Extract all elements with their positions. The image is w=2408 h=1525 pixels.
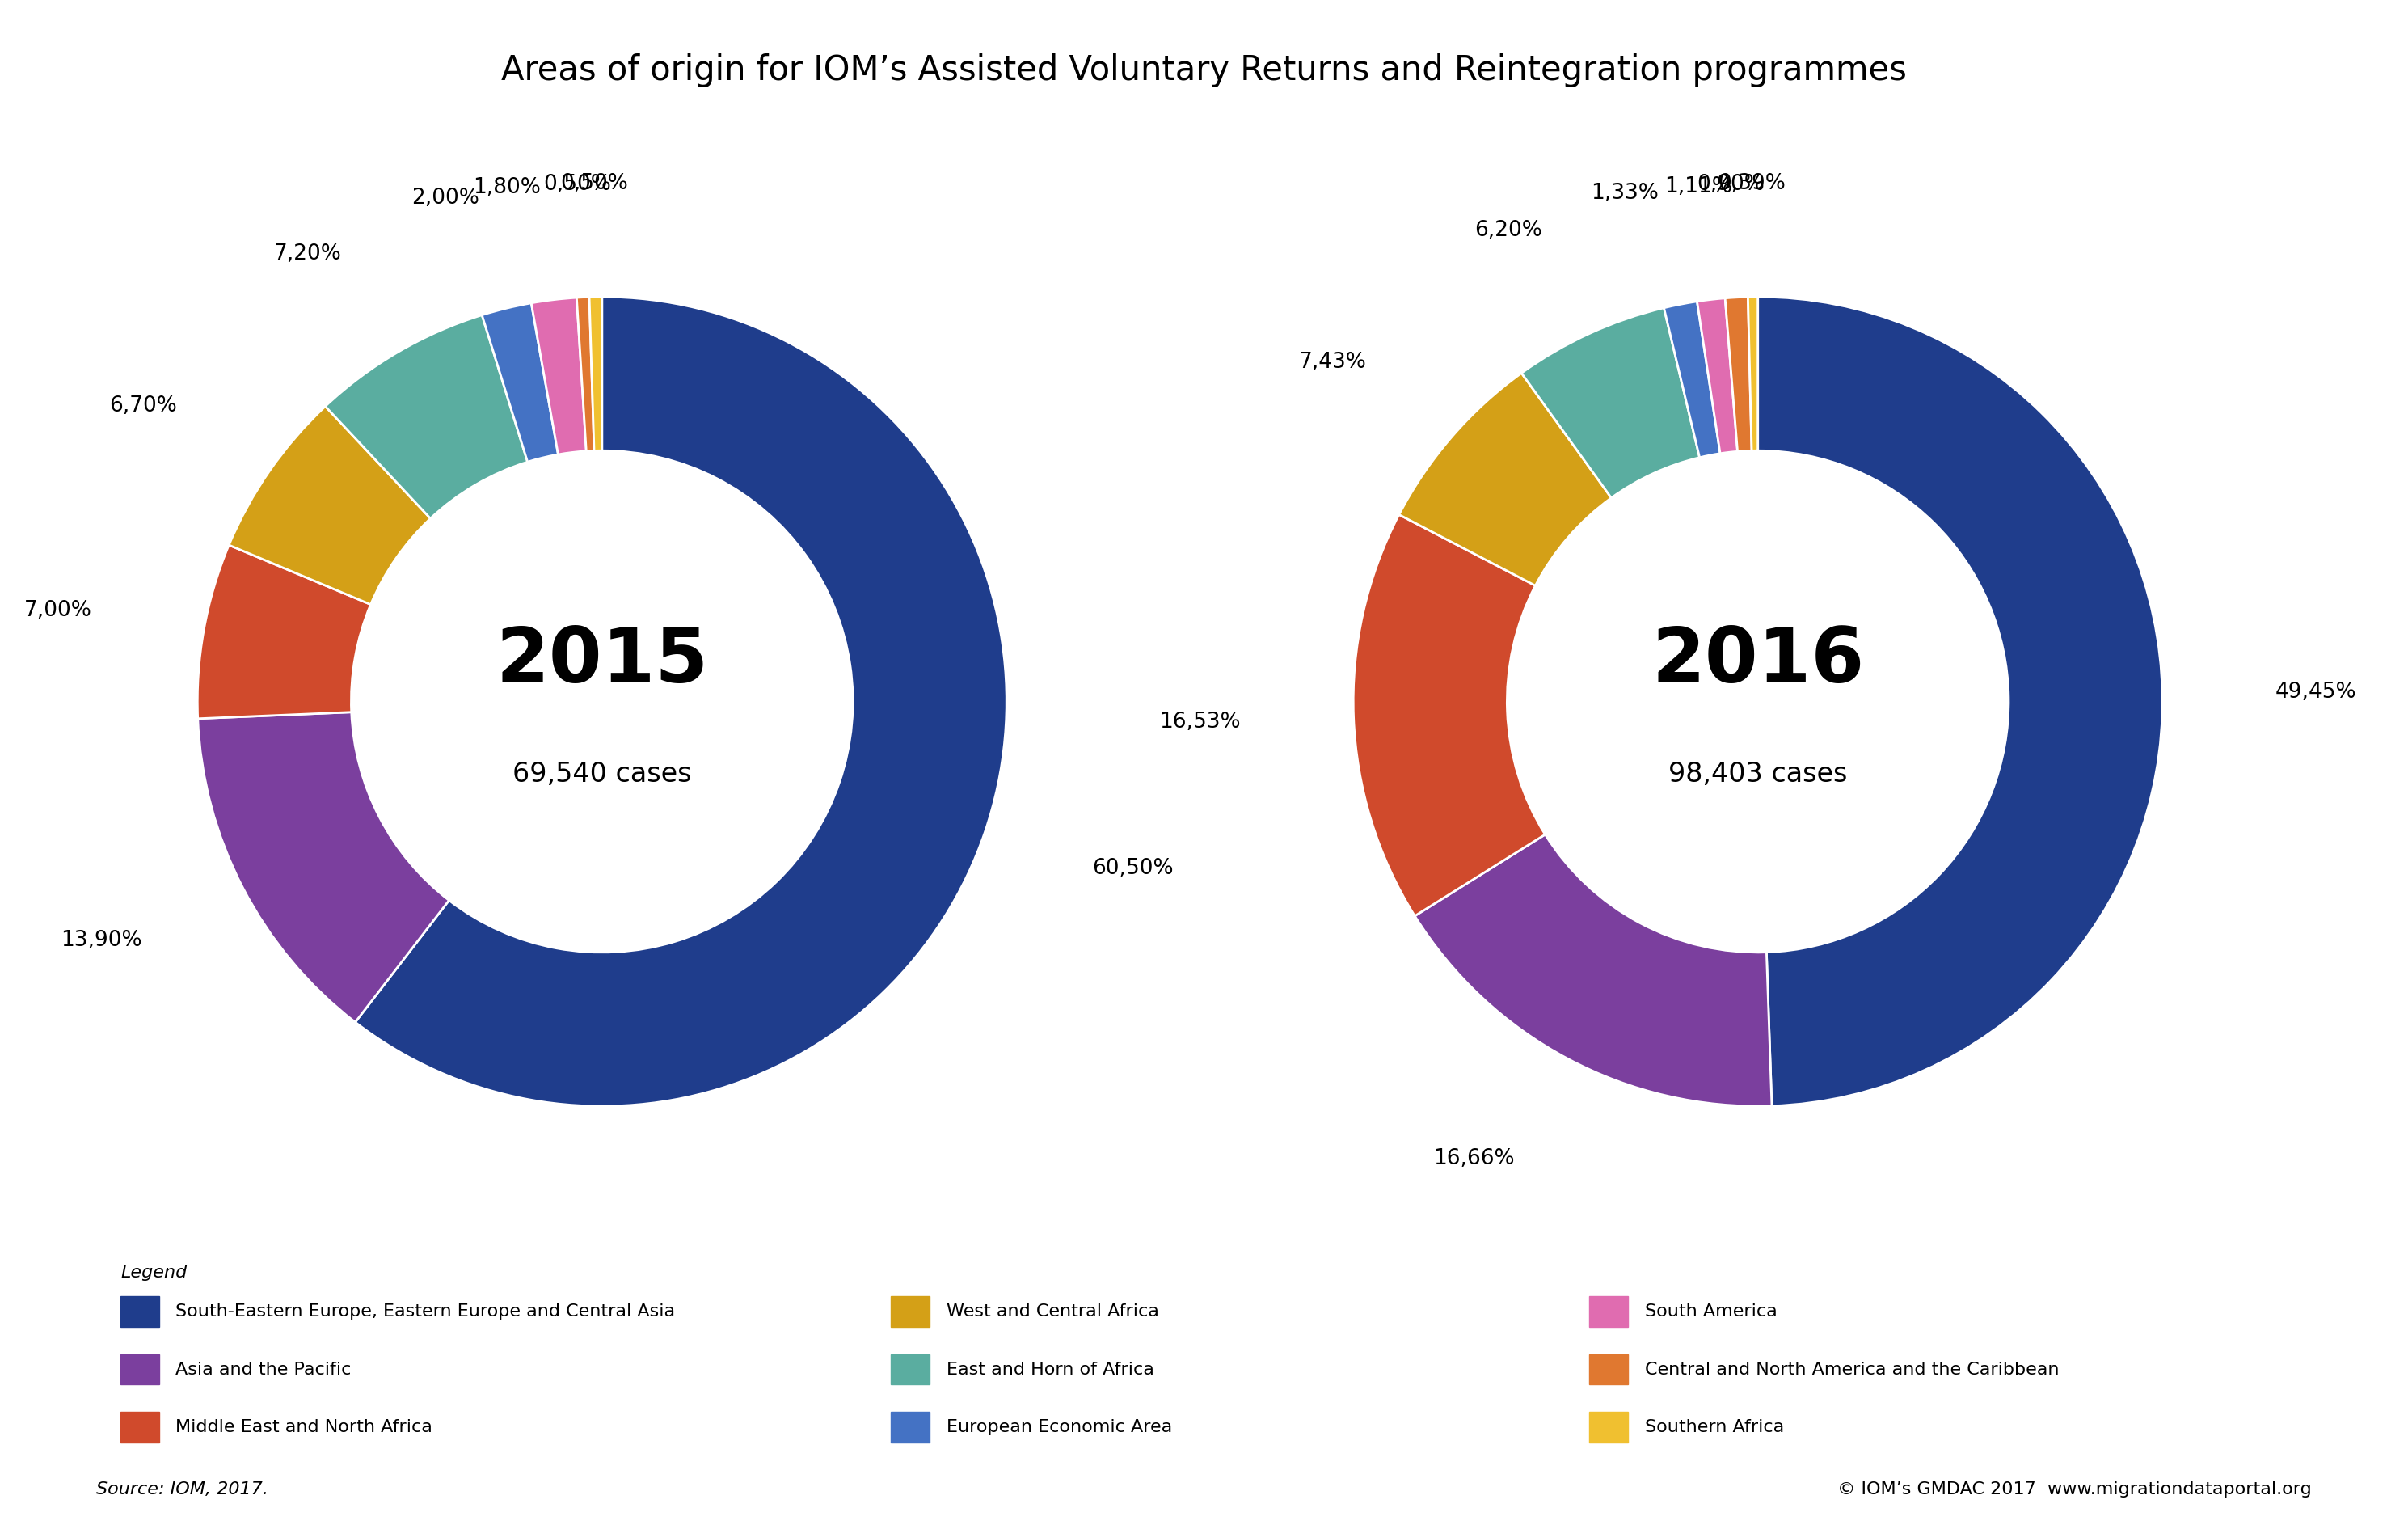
- Wedge shape: [590, 297, 602, 451]
- Wedge shape: [1522, 308, 1700, 497]
- Text: 69,540 cases: 69,540 cases: [513, 761, 691, 788]
- Wedge shape: [1353, 514, 1546, 917]
- Wedge shape: [325, 316, 527, 518]
- Wedge shape: [1748, 297, 1758, 451]
- Text: 2,00%: 2,00%: [412, 188, 479, 209]
- Text: 0,39%: 0,39%: [1717, 172, 1784, 194]
- Text: 60,50%: 60,50%: [1093, 859, 1173, 878]
- Text: 6,70%: 6,70%: [108, 395, 176, 416]
- Text: Areas of origin for IOM’s Assisted Voluntary Returns and Reintegration programme: Areas of origin for IOM’s Assisted Volun…: [501, 53, 1907, 87]
- Text: 0,50%: 0,50%: [544, 174, 612, 195]
- Text: 98,403 cases: 98,403 cases: [1669, 761, 1847, 788]
- Text: 16,66%: 16,66%: [1433, 1148, 1515, 1170]
- Wedge shape: [532, 297, 585, 454]
- Text: South America: South America: [1645, 1304, 1777, 1319]
- Text: 2016: 2016: [1652, 624, 1864, 698]
- Text: Southern Africa: Southern Africa: [1645, 1420, 1784, 1435]
- Wedge shape: [482, 303, 559, 462]
- Text: 13,90%: 13,90%: [60, 930, 142, 950]
- Text: 49,45%: 49,45%: [2276, 682, 2357, 703]
- Text: South-Eastern Europe, Eastern Europe and Central Asia: South-Eastern Europe, Eastern Europe and…: [176, 1304, 674, 1319]
- Text: West and Central Africa: West and Central Africa: [946, 1304, 1158, 1319]
- Text: © IOM’s GMDAC 2017  www.migrationdataportal.org: © IOM’s GMDAC 2017 www.migrationdataport…: [1837, 1481, 2312, 1498]
- Text: East and Horn of Africa: East and Horn of Africa: [946, 1362, 1153, 1377]
- Text: 6,20%: 6,20%: [1474, 220, 1544, 241]
- Wedge shape: [197, 544, 371, 718]
- Wedge shape: [1664, 302, 1719, 458]
- Text: 7,20%: 7,20%: [275, 244, 342, 264]
- Text: Middle East and North Africa: Middle East and North Africa: [176, 1420, 433, 1435]
- Text: Legend: Legend: [120, 1264, 188, 1281]
- Wedge shape: [356, 297, 1007, 1106]
- Text: 1,33%: 1,33%: [1592, 183, 1659, 204]
- Wedge shape: [197, 712, 448, 1022]
- Text: 2015: 2015: [496, 624, 708, 698]
- Text: European Economic Area: European Economic Area: [946, 1420, 1173, 1435]
- Text: 1,80%: 1,80%: [472, 177, 539, 198]
- Wedge shape: [229, 406, 431, 604]
- Text: 7,43%: 7,43%: [1298, 352, 1365, 374]
- Text: 1,11%: 1,11%: [1664, 177, 1731, 198]
- Text: 16,53%: 16,53%: [1158, 711, 1240, 732]
- Wedge shape: [1758, 297, 2162, 1106]
- Text: 0,50%: 0,50%: [561, 172, 628, 194]
- Wedge shape: [1399, 374, 1611, 586]
- Wedge shape: [1724, 297, 1751, 451]
- Text: 7,00%: 7,00%: [24, 599, 92, 621]
- Text: Asia and the Pacific: Asia and the Pacific: [176, 1362, 352, 1377]
- Text: Central and North America and the Caribbean: Central and North America and the Caribb…: [1645, 1362, 2059, 1377]
- Text: Source: IOM, 2017.: Source: IOM, 2017.: [96, 1481, 267, 1498]
- Wedge shape: [576, 297, 595, 451]
- Wedge shape: [1416, 834, 1772, 1106]
- Wedge shape: [1698, 299, 1739, 453]
- Text: 0,90%: 0,90%: [1698, 174, 1765, 195]
